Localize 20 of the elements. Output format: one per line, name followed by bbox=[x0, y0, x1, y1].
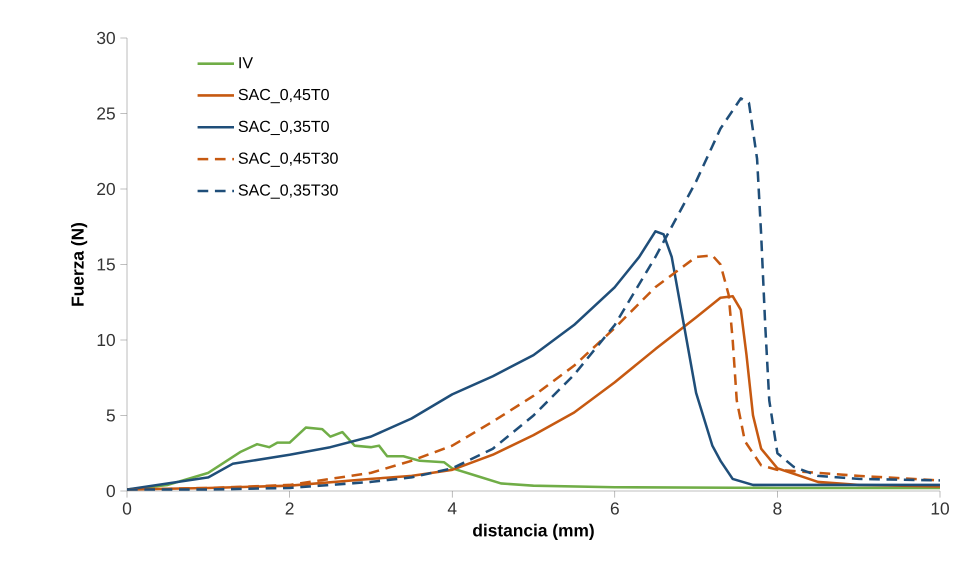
x-tick-label: 10 bbox=[932, 502, 949, 515]
x-tick-label: 8 bbox=[773, 502, 782, 515]
x-axis-title: distancia (mm) bbox=[473, 524, 594, 540]
legend-label: SAC_0,45T30 bbox=[238, 152, 338, 167]
y-tick-label: 5 bbox=[106, 409, 115, 422]
legend-label: SAC_0,35T0 bbox=[238, 120, 329, 136]
y-tick-label: 20 bbox=[97, 182, 115, 196]
y-tick-label: 0 bbox=[106, 484, 115, 498]
legend-label: SAC_0,35T30 bbox=[238, 184, 338, 199]
y-axis-title: Fuerza (N) bbox=[71, 222, 88, 306]
y-tick-label: 15 bbox=[98, 258, 115, 271]
y-tick-label: 30 bbox=[97, 32, 115, 44]
y-tick-label: 10 bbox=[98, 334, 115, 346]
legend-label: IV bbox=[239, 57, 253, 68]
x-tick-label: 4 bbox=[448, 502, 457, 514]
y-tick-label: 25 bbox=[97, 107, 115, 120]
x-tick-label: 0 bbox=[122, 502, 132, 515]
x-tick-label: 2 bbox=[286, 502, 294, 514]
x-tick-label: 6 bbox=[610, 502, 619, 515]
legend-label: SAC_0,45T0 bbox=[238, 88, 329, 104]
